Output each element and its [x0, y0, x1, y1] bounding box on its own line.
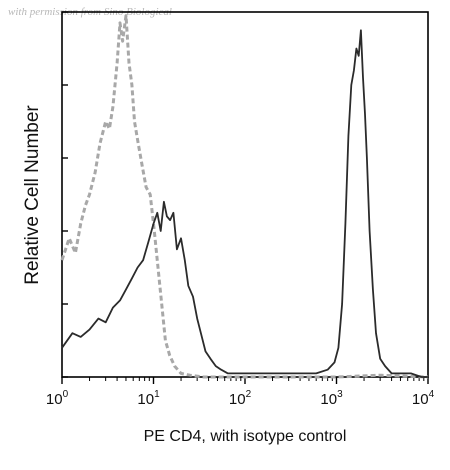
axes: 100 101 102 103 104 — [46, 11, 435, 408]
x-tick-exponent: 3 — [337, 389, 343, 400]
x-tick-base: 10 — [412, 391, 429, 408]
y-axis-label: Relative Cell Number — [22, 105, 43, 285]
x-tick-base: 10 — [137, 391, 154, 408]
x-tick-label: 102 — [229, 389, 252, 408]
x-tick-base: 10 — [46, 391, 63, 408]
x-tick-exponent: 1 — [154, 389, 160, 400]
x-tick-exponent: 2 — [246, 389, 252, 400]
x-tick-label: 101 — [137, 389, 160, 408]
pe-cd4-series — [61, 29, 428, 378]
x-tick-base: 10 — [229, 391, 246, 408]
x-tick-label: 104 — [412, 389, 435, 408]
isotype-control-series — [60, 14, 429, 379]
series-layer — [60, 14, 429, 379]
x-tick-base: 10 — [320, 391, 337, 408]
x-axis-label: PE CD4, with isotype control — [143, 428, 347, 445]
x-tick-label: 103 — [320, 389, 343, 408]
x-tick-exponent: 0 — [63, 389, 69, 400]
x-tick-label: 100 — [46, 389, 69, 408]
x-tick-exponent: 4 — [429, 389, 435, 400]
